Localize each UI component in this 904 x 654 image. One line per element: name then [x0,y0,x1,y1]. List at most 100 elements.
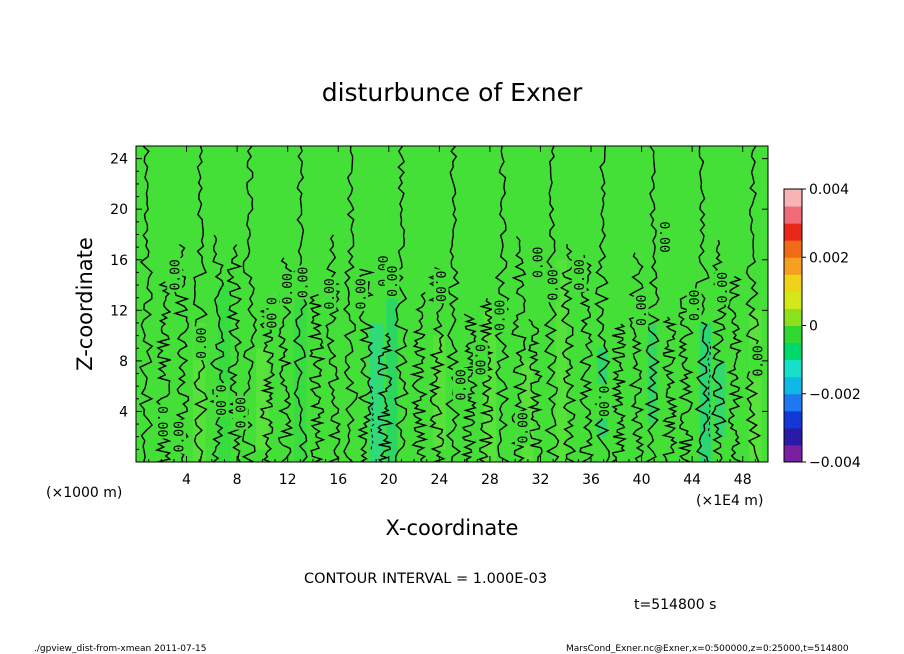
contour-line [394,146,409,462]
time-label: t=514800 s [634,597,716,613]
field-anomaly [256,348,269,450]
contour-line [445,146,462,462]
colorbar-swatch [784,376,802,395]
contour-label: 0.00 [688,290,703,321]
contour-label-group: 0.00 [432,269,449,304]
contour-label-bg [633,293,649,328]
contour-line [644,146,661,462]
contour-label-bg [514,410,530,445]
contour-label-group: 0.00 [279,271,296,306]
contour-interval-label: CONTOUR INTERVAL = 1.000E-03 [304,571,547,587]
y-tick-label: 4 [119,404,128,420]
x-tick-label: 28 [481,472,499,488]
contour-label-group: 0.00 [471,342,488,377]
colorbar-swatch [784,359,802,378]
contour-label: 0.00 [656,221,671,252]
field-anomaly [699,322,712,462]
contour-label: 0.00 [173,421,188,452]
colorbar-swatch [784,257,802,275]
contour-line [744,146,762,462]
colorbar-swatch [784,223,802,241]
field-anomaly [647,322,657,425]
colorbar-tick-label: 0.002 [809,250,849,266]
contour-label-bg [193,326,209,361]
contour-label: 0.00 [234,397,249,428]
x-tick-label: 44 [683,472,701,488]
contour-label-group: 0.00 [193,326,210,361]
contour-line [661,316,678,462]
contour-label: 0.00 [595,386,610,417]
colorbar-swatch [784,410,802,429]
contour-label-bg [545,268,561,302]
colorbar-swatch [784,444,802,463]
contour-label-bg [596,384,612,419]
contour-label-group: 0.00 [321,276,338,311]
contour-label-group: 0.00 [686,288,703,323]
contour-line [409,291,429,462]
x-tick-label: 36 [582,472,600,488]
contour-line [209,234,225,462]
contour-label: 0.00 [386,266,401,297]
field-anomaly [218,285,231,462]
x-tick-label: 8 [233,472,242,488]
x-tick-label: 20 [380,472,398,488]
contour-label: 0.00 [355,278,370,309]
contour-label-group: 0.00 [167,257,184,292]
contour-label-bg [472,342,488,377]
colorbar-swatch [784,308,802,326]
contour-label-bg [167,257,183,292]
contour-label-group: 0.00 [232,395,249,430]
field-anomaly [555,259,568,462]
x-unit-label: (×1000 m) [46,485,122,501]
contour-label-group: 0.00 [452,367,469,402]
contour-label-bg [571,257,587,292]
contour-label-group: 0.00 [171,419,188,454]
contour-label: 0.00 [635,295,650,326]
contour-label: 0.00 [573,259,588,290]
contour-label: 0.00 [432,271,447,302]
plot-area: 0.000.00 0.000.000.00 0.000.000.00 0.00 0.00… [135,145,769,463]
contour-label-bg [294,265,310,300]
contour-line [579,255,594,462]
x-tick-label: 32 [532,472,550,488]
y-tick-label: 24 [110,152,128,168]
contour-line [292,146,308,462]
field-anomaly [714,360,726,437]
contour-label-bg [492,298,507,333]
colorbar: 0.004 0.002 0 −0.002 −0.004 [783,182,861,471]
contour-line [343,146,359,462]
colorbar-swatch [784,427,802,446]
contour-line [377,332,394,462]
colorbar-swatch [784,206,802,224]
chart-title: disturbunce of Exner [322,78,583,107]
contour-line [192,146,209,462]
contour-label-group: 0.00 [514,410,531,445]
contour-label: 0.00 [296,267,311,298]
colorbar-swatch [784,189,802,207]
contour-label-group: 0.00 [294,265,311,300]
contour-label-group: 0.00 [633,293,650,328]
contour-label-group: 0.00 [263,295,280,330]
contour-label-bg [213,383,229,418]
contour-label-group: 0.00 [749,343,766,378]
contour-label-group: 0.00 [571,257,588,292]
y-axis-title: Z-coordinate [73,237,97,371]
contour-label-group: 0.00 [530,245,547,280]
field-anomaly [386,272,398,462]
contour-label-group: 0.00 [384,264,401,299]
contour-label-bg [353,276,368,311]
contour-line [259,302,276,462]
contour-label: 0.00 [212,384,227,415]
contour-line-negative [706,341,712,437]
contour-label: 0.00 [195,328,210,359]
contour-label-bg [530,245,545,280]
field-anomaly [369,322,384,462]
colorbar-swatch [784,274,802,292]
contour-label-group: 0.00 [595,384,612,419]
contour-line [307,294,326,462]
colorbar-tick-label: 0 [809,319,818,335]
contour-label-bg [264,295,280,330]
x-axis-title: X-coordinate [386,516,519,540]
contour-label-bg [714,270,730,305]
